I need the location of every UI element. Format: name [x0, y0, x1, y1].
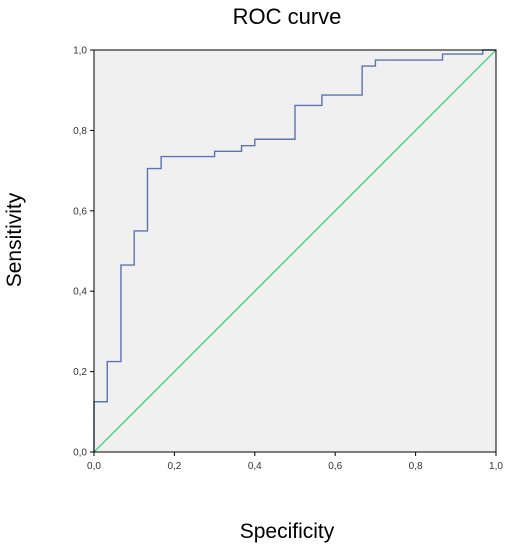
y-tick-label: 1,0 [73, 46, 87, 57]
x-tick-label: 1,0 [489, 461, 503, 472]
chart-title: ROC curve [233, 4, 342, 29]
x-tick-label: 0,4 [248, 461, 262, 472]
y-tick-label: 0,0 [73, 448, 87, 459]
plot-frame [93, 49, 497, 453]
x-axis-title: Specificity [240, 520, 335, 543]
axis-ticks [90, 49, 497, 456]
reference-line [93, 49, 497, 453]
y-axis-title: Sensitivity [3, 192, 26, 287]
roc-curve [93, 49, 496, 452]
x-tick-label: 0,0 [87, 461, 101, 472]
y-tick-label: 0,6 [73, 206, 87, 217]
axis-tick-labels: 0,0 0,2 0,4 0,6 0,8 1,0 0,0 0,2 0,4 0,6 0,8 1,0 [73, 46, 503, 473]
y-tick-label: 0,8 [73, 126, 87, 137]
y-tick-label: 0,2 [73, 367, 87, 378]
x-tick-label: 0,2 [167, 461, 181, 472]
x-tick-label: 0,6 [328, 461, 342, 472]
y-tick-label: 0,4 [73, 287, 87, 298]
x-tick-label: 0,8 [409, 461, 423, 472]
